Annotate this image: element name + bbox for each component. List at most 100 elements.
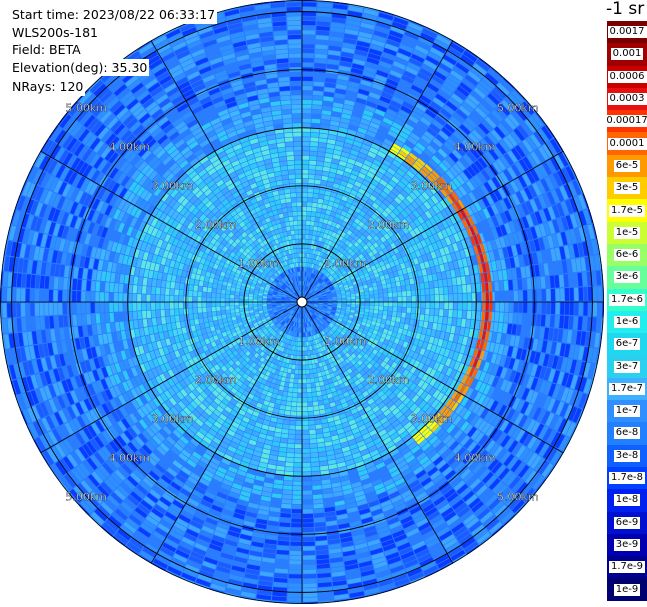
range-gate <box>338 204 345 211</box>
range-gate <box>330 116 341 122</box>
range-gate <box>309 225 314 231</box>
range-gate <box>541 289 546 301</box>
range-gate <box>496 158 506 171</box>
range-gate <box>426 252 433 261</box>
range-gate <box>491 216 499 227</box>
range-gate <box>288 387 293 393</box>
range-gate <box>296 355 300 360</box>
range-gate <box>445 78 459 89</box>
range-gate <box>387 130 398 139</box>
range-gate <box>312 485 322 490</box>
range-gate <box>426 144 437 155</box>
range-gate <box>417 216 425 224</box>
range-gate <box>324 286 329 290</box>
range-gate <box>302 365 306 370</box>
range-gate <box>304 272 307 277</box>
range-gate <box>324 249 329 254</box>
range-gate <box>420 32 435 43</box>
range-gate <box>406 266 412 274</box>
range-gate <box>292 499 302 505</box>
range-gate <box>314 58 327 64</box>
range-gate <box>312 230 317 236</box>
range-gate <box>302 188 308 193</box>
range-gate <box>421 64 435 74</box>
range-gate <box>287 392 293 397</box>
range-gate <box>351 299 356 302</box>
range-gate <box>311 254 315 259</box>
range-gate <box>495 214 504 226</box>
range-gate <box>427 51 442 62</box>
range-gate <box>326 205 333 211</box>
range-gate <box>477 172 487 184</box>
range-gate <box>340 56 353 63</box>
range-gate <box>437 148 448 159</box>
range-gate <box>311 291 315 295</box>
range-gate <box>318 285 323 290</box>
range-gate <box>349 174 358 181</box>
range-gate <box>330 192 337 198</box>
range-gate <box>310 273 313 278</box>
range-gate <box>402 302 407 308</box>
range-gate <box>360 257 367 263</box>
range-gate <box>316 283 320 287</box>
range-gate <box>463 50 478 63</box>
range-gate <box>291 402 297 407</box>
range-gate <box>319 252 324 257</box>
range-gate <box>391 21 407 30</box>
range-gate <box>371 278 376 283</box>
range-gate <box>385 195 394 203</box>
range-gate <box>390 25 405 35</box>
range-gate <box>341 176 349 182</box>
range-gate <box>303 592 318 597</box>
range-gate <box>416 41 431 51</box>
range-gate <box>560 302 565 315</box>
range-gate <box>309 278 313 283</box>
range-gate <box>312 489 323 495</box>
range-gate <box>436 212 445 221</box>
range-gate <box>322 166 330 172</box>
range-gate <box>374 187 383 195</box>
range-gate <box>332 8 347 15</box>
range-gate <box>560 288 565 301</box>
range-gate <box>331 221 337 228</box>
range-gate <box>346 304 351 307</box>
range-gate <box>456 241 464 251</box>
range-gate <box>473 175 483 186</box>
range-gate <box>327 240 333 246</box>
range-gate <box>356 203 364 210</box>
range-gate <box>302 230 306 235</box>
range-gate <box>428 235 436 244</box>
range-gate <box>402 296 407 302</box>
range-gate <box>305 262 308 267</box>
range-gate <box>460 197 469 207</box>
range-gate <box>315 35 329 41</box>
range-gate <box>420 289 425 296</box>
range-gate <box>517 175 528 188</box>
range-gate <box>339 247 345 253</box>
range-gate <box>303 550 316 556</box>
range-gate <box>307 294 312 298</box>
range-gate <box>317 147 326 153</box>
range-gate <box>382 288 388 294</box>
range-gate <box>463 169 473 180</box>
range-gate <box>449 166 459 177</box>
range-gate <box>303 546 315 551</box>
range-gate <box>401 312 406 318</box>
range-gate <box>419 282 425 290</box>
range-gate <box>434 249 441 258</box>
range-gate <box>420 213 429 222</box>
range-gate <box>470 90 483 103</box>
range-gate <box>494 281 500 292</box>
range-gate <box>362 250 368 257</box>
range-gate <box>367 151 377 159</box>
range-gate <box>344 187 352 193</box>
range-gate <box>401 127 412 136</box>
range-gate <box>417 233 424 242</box>
range-gate <box>339 275 345 280</box>
range-gate <box>347 158 356 165</box>
range-gate <box>303 569 317 574</box>
range-gate <box>403 186 412 195</box>
range-gate <box>354 161 363 168</box>
range-gate <box>381 52 396 61</box>
range-gate <box>360 79 373 87</box>
